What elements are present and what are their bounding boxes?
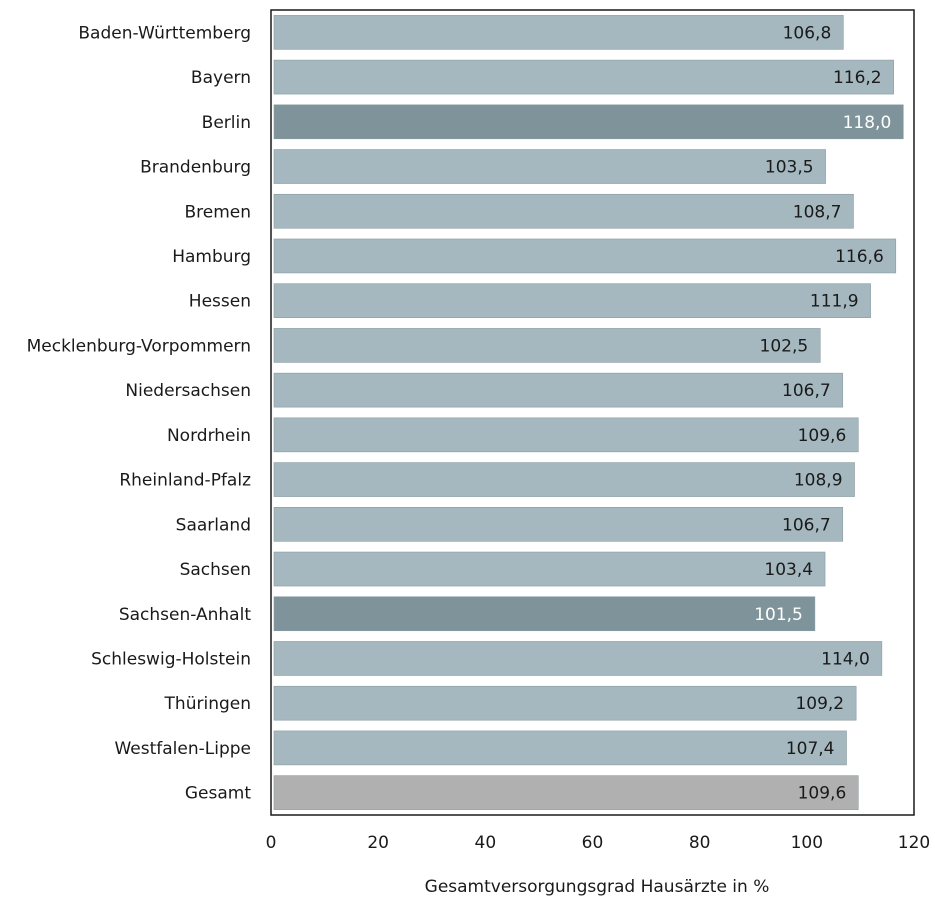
category-label: Brandenburg xyxy=(140,158,251,178)
category-label: Rheinland-Pfalz xyxy=(119,471,251,491)
bar xyxy=(273,462,855,497)
bar xyxy=(273,551,826,587)
bar-value-label: 109,6 xyxy=(798,426,847,446)
bar xyxy=(273,641,883,676)
bar-value-label: 107,4 xyxy=(786,739,835,759)
category-label: Bayern xyxy=(191,68,251,88)
bar-value-label: 109,2 xyxy=(795,694,844,714)
category-label: Berlin xyxy=(202,113,251,133)
bar xyxy=(273,283,871,318)
bar xyxy=(273,507,844,542)
category-label: Thüringen xyxy=(164,694,251,714)
category-label: Hamburg xyxy=(172,247,251,267)
category-label: Schleswig-Holstein xyxy=(91,649,251,669)
bar xyxy=(273,59,894,95)
bar-value-label: 106,7 xyxy=(782,515,831,535)
bar-value-label: 111,9 xyxy=(810,292,859,312)
bar xyxy=(273,193,854,229)
bar xyxy=(273,372,844,408)
category-label: Hessen xyxy=(189,292,251,312)
x-axis-title: Gesamtversorgungsgrad Hausärzte in % xyxy=(425,877,770,897)
x-tick-label: 0 xyxy=(266,833,277,853)
category-label: Mecklenburg-Vorpommern xyxy=(27,336,251,356)
bar-value-label: 106,8 xyxy=(783,23,832,43)
category-label: Gesamt xyxy=(185,784,251,804)
category-label: Niedersachsen xyxy=(125,381,251,401)
bar xyxy=(273,149,826,184)
bar-value-label: 114,0 xyxy=(821,649,870,669)
category-label: Saarland xyxy=(176,515,251,535)
bar-value-label: 106,7 xyxy=(782,381,831,401)
category-label: Sachsen xyxy=(180,560,251,580)
x-tick-label: 20 xyxy=(367,833,389,853)
category-label: Bremen xyxy=(184,202,251,222)
bar-value-label: 116,2 xyxy=(833,68,882,88)
plot-area-frame xyxy=(270,9,915,816)
bar-value-label: 103,4 xyxy=(764,560,813,580)
x-axis-ticks: 0 20 40 60 80 100 120 xyxy=(266,833,931,853)
x-tick-label: 120 xyxy=(898,833,930,853)
x-tick-label: 60 xyxy=(582,833,604,853)
category-label: Baden-Württemberg xyxy=(78,23,251,43)
category-label: Westfalen-Lippe xyxy=(114,739,251,759)
bar-value-label: 102,5 xyxy=(760,336,809,356)
category-label: Sachsen-Anhalt xyxy=(119,605,251,625)
category-label: Nordrhein xyxy=(167,426,251,446)
bars-group: Baden-Württemberg 106,8 Bayern 116,2 Berlin 1… xyxy=(27,15,904,810)
bar-value-label: 118,0 xyxy=(843,113,892,133)
bar-value-label: 108,7 xyxy=(793,202,842,222)
bar xyxy=(273,238,897,274)
bar xyxy=(273,685,857,721)
bar xyxy=(273,730,847,766)
bar-value-label: 116,6 xyxy=(835,247,884,267)
x-tick-label: 80 xyxy=(689,833,711,853)
bar xyxy=(273,328,821,363)
bar xyxy=(273,775,859,810)
bar xyxy=(273,417,859,453)
bar-value-label: 109,6 xyxy=(798,784,847,804)
x-tick-label: 100 xyxy=(791,833,823,853)
bar-value-label: 103,5 xyxy=(765,158,814,178)
bar-value-label: 108,9 xyxy=(794,471,843,491)
bar-value-label: 101,5 xyxy=(754,605,803,625)
bar xyxy=(273,104,904,140)
x-tick-label: 40 xyxy=(475,833,497,853)
bar xyxy=(273,596,816,632)
bar xyxy=(273,15,844,50)
